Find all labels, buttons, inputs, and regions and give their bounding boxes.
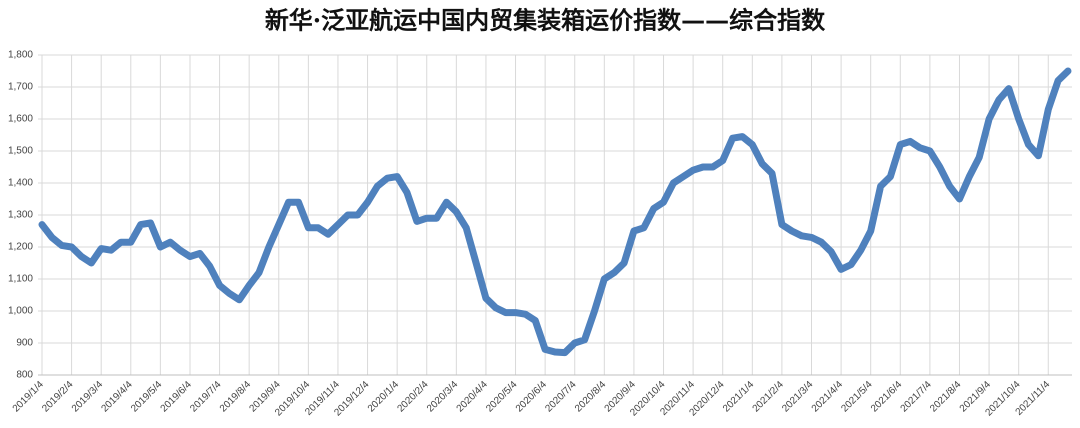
y-tick-label: 1,700 [8,82,33,93]
y-tick-label: 1,500 [8,146,33,157]
x-tick-label: 2019/5/4 [129,379,165,415]
y-tick-label: 1,200 [8,242,33,253]
x-tick-label: 2020/8/4 [573,379,609,415]
x-tick-label: 2020/2/4 [395,379,431,415]
y-tick-label: 1,400 [8,178,33,189]
y-tick-label: 900 [16,338,33,349]
x-tick-label: 2019/1/4 [11,379,47,415]
x-tick-label: 2021/6/4 [869,379,905,415]
line-series [38,67,1072,357]
x-tick-label: 2020/4/4 [455,379,491,415]
x-tick-label: 2021/1/4 [721,379,757,415]
y-tick-label: 1,000 [8,306,33,317]
y-tick-label: 1,300 [8,210,33,221]
x-tick-label: 2019/7/4 [188,379,224,415]
x-tick-label: 2021/3/4 [780,379,816,415]
x-tick-label: 2019/2/4 [40,379,76,415]
y-tick-label: 1,800 [8,50,33,61]
y-tick-label: 1,100 [8,274,33,285]
chart-title: 新华·泛亚航运中国内贸集装箱运价指数——综合指数 [265,6,826,35]
x-tick-label: 2021/4/4 [810,379,846,415]
x-tick-label: 2020/1/4 [366,379,402,415]
y-tick-label: 1,600 [8,114,33,125]
x-tick-label: 2021/2/4 [751,379,787,415]
x-tick-label: 2019/3/4 [70,379,106,415]
x-tick-label: 2021/8/4 [928,379,964,415]
x-tick-label: 2019/6/4 [159,379,195,415]
x-tick-label: 2020/6/4 [514,379,550,415]
x-tick-label: 2019/8/4 [218,379,254,415]
x-tick-label: 2020/3/4 [425,379,461,415]
x-tick-label: 2020/5/4 [484,379,520,415]
x-tick-label: 2021/7/4 [899,379,935,415]
x-tick-label: 2020/7/4 [543,379,579,415]
x-tick-label: 2019/4/4 [99,379,135,415]
y-tick-label: 800 [16,370,33,381]
x-tick-label: 2021/5/4 [839,379,875,415]
